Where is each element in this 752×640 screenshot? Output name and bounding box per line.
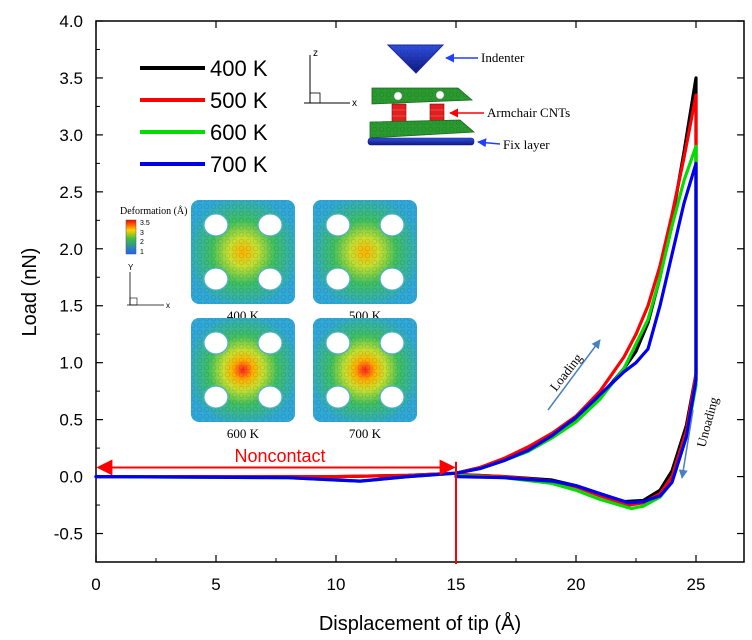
y-tick-label: 0.5 [59,411,83,430]
deformation-maps: 400 K 500 K 600 K 700 K [191,200,417,441]
fix-layer-label: Fix layer [503,137,550,152]
axis-x-label: x [352,98,357,109]
y-tick-label: -0.5 [54,525,83,544]
deformation-map-3: 600 K [191,318,295,441]
deformation-map-1: 400 K [191,200,295,323]
deformation-map-4: 700 K [313,318,417,441]
x-tick-label: 0 [91,575,100,594]
fix-layer-icon [367,137,475,146]
deformation-map-label: 600 K [227,426,260,441]
y-tick-label: 2.0 [59,240,83,259]
x-tick-label: 15 [447,575,466,594]
armchair-label: Armchair CNTs [487,105,570,120]
y-tick-label: 1.0 [59,354,83,373]
y-axis-title: Load (nN) [19,248,41,337]
series-line-700k [94,161,698,505]
colorbar-tick-2: 2 [140,239,144,246]
deformation-map-2: 500 K [313,200,417,323]
indenter-label: Indenter [481,50,525,65]
inset-axis-x-label: x [166,301,170,310]
loading-label: Loading [547,350,586,394]
y-tick-label: 1.5 [59,297,83,316]
x-tick-label: 5 [211,575,220,594]
y-tick-label: 3.5 [59,69,83,88]
indentation-schematic: Indenter Armchair CNTs Fix layer [367,44,570,152]
inset-axis-y-label: Y [128,263,134,272]
deformation-title: Deformation (Å) [120,205,187,217]
inset-axes-icon: Y x [127,263,170,310]
legend-label: 500 K [210,88,268,113]
coordinate-axes-icon: z x [304,48,357,109]
series-curves [94,76,698,511]
graphene-top-layer [371,87,474,105]
unloading-arrow [678,409,694,479]
x-tick-label: 25 [687,575,706,594]
y-tick-label: 3.0 [59,126,83,145]
unloading-label: Unoading [693,395,721,449]
fix-layer-pointer [477,138,501,148]
deformation-map-label: 700 K [349,426,382,441]
noncontact-annotation: Noncontact [96,446,457,564]
y-tick-label: 2.5 [59,183,83,202]
colorbar-tick-0: 3.5 [140,220,150,227]
loading-arrow [547,339,601,411]
graphene-bottom-layer [369,119,476,139]
x-axis-title: Displacement of tip (Å) [319,612,521,635]
colorbar-tick-3: 1 [140,249,144,256]
legend: 400 K 500 K 600 K 700 K [140,56,268,177]
axis-ticks [95,20,744,563]
legend-label: 700 K [210,152,268,177]
y-tick-label: 0.0 [59,468,83,487]
x-tick-label: 10 [327,575,346,594]
deformation-colorbar: Deformation (Å) 3.5 3 2 1 [120,205,187,256]
indenter-icon [386,44,445,74]
axis-tick-labels: 0 5 10 15 20 25 -0.5 0.0 0.5 1.0 1.5 2.0 2.5 3.0 3.5 4.… [54,12,706,594]
plot-frame [95,20,745,563]
legend-label: 400 K [210,56,268,81]
axis-z-label: z [313,48,318,59]
x-tick-label: 20 [567,575,586,594]
y-tick-label: 4.0 [59,12,83,31]
colorbar-tick-1: 3 [140,230,144,237]
legend-label: 600 K [210,120,268,145]
noncontact-label: Noncontact [234,446,325,466]
